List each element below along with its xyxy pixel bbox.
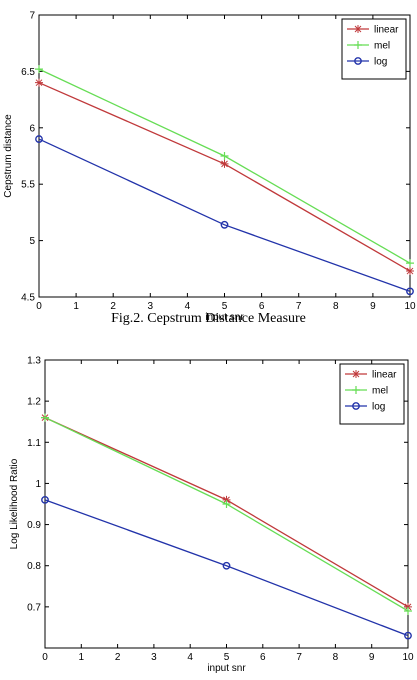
chart1-x-tick-label: 9	[370, 301, 376, 312]
chart1-legend-marker-log	[354, 57, 362, 65]
chart2-x-tick-label: 1	[79, 652, 85, 663]
chart2-x-tick-label: 2	[115, 652, 121, 663]
chart1-x-tick-label: 7	[296, 301, 302, 312]
chart1-data-point-mel	[35, 65, 43, 74]
chart1-legend-label-mel: mel	[374, 41, 390, 52]
chart2-data-point-mel	[222, 500, 231, 508]
chart2-y-tick-label: 1.1	[27, 438, 41, 449]
chart2-y-tick-label: 0.9	[27, 520, 41, 531]
chart2-data-point-log	[222, 561, 231, 570]
chart2-data-point-linear	[222, 495, 231, 504]
chart1-legend-label-linear: linear	[374, 25, 399, 36]
chart1-y-tick-label: 4.5	[21, 293, 35, 304]
chart1-x-axis-label: input snr	[205, 312, 244, 323]
chart1-data-point-mel	[220, 152, 229, 160]
chart2-x-tick-label: 7	[296, 652, 302, 663]
chart2-x-tick-label: 9	[369, 652, 375, 663]
chart2-y-tick-label: 0.7	[27, 602, 41, 613]
chart2-legend-label-mel: mel	[372, 386, 388, 397]
chart1-x-tick-label: 5	[222, 301, 228, 312]
chart1-data-point-linear	[220, 159, 229, 168]
chart2-series-line-log	[44, 499, 409, 637]
chart1-data-point-mel	[406, 259, 414, 268]
chart1-y-tick-label: 6.5	[21, 67, 35, 78]
chart1-data-point-log	[406, 287, 414, 296]
chart2-data-point-mel	[404, 606, 412, 615]
figure-caption: Fig.2. Cepstrum Distance Measure	[111, 311, 306, 326]
chart2-y-axis-label: Log Likelihood Ratio	[9, 458, 20, 549]
chart2-data-point-mel	[41, 413, 49, 422]
chart1-x-tick-label: 2	[110, 301, 116, 312]
chart1-y-tick-label: 6	[29, 123, 35, 134]
chart2-data-point-log	[41, 495, 49, 504]
chart1-data-point-log	[35, 135, 43, 143]
chart-log-likelihood-ratio: 0 1 2 3 4 5 6 7 8 9 10 0.7 0.8 0.9 1 1.1 1.2 1.3 input snr…	[9, 356, 414, 675]
chart1-series-line-log	[38, 138, 411, 292]
chart2-legend-label-linear: linear	[372, 370, 397, 381]
chart2-x-tick-label: 0	[42, 652, 48, 663]
chart2-x-tick-label: 3	[151, 652, 157, 663]
chart2-legend-marker-log	[352, 402, 360, 410]
chart2-y-tick-label: 1.2	[27, 397, 41, 408]
chart1-y-axis-label: Cepstrum distance	[3, 114, 14, 198]
chart2-data-point-linear	[404, 602, 412, 611]
chart2-data-point-log	[404, 631, 412, 640]
chart-cepstrum-distance: 0 1 2 3 4 5 6 7 8 9 10 4.5 5 5.5 6 6.5 7 input snr Cepstru…	[3, 11, 416, 324]
chart1-legend: linear mel log	[341, 18, 407, 80]
chart1-data-point-linear	[35, 78, 43, 87]
chart2-legend-marker-mel	[352, 386, 360, 394]
chart2-y-tick-label: 1.3	[27, 356, 41, 367]
chart2-y-tick-label: 0.8	[27, 561, 41, 572]
chart1-legend-marker-mel	[354, 41, 362, 49]
chart2-legend-marker-linear	[352, 370, 360, 378]
chart1-legend-marker-linear	[354, 25, 362, 33]
chart1-y-tick-label: 5.5	[21, 180, 35, 191]
chart1-x-tick-label: 6	[259, 301, 265, 312]
chart1-x-tick-label: 0	[36, 301, 42, 312]
chart1-x-tick-label: 8	[333, 301, 339, 312]
chart2-x-tick-label: 4	[187, 652, 193, 663]
chart2-y-tick-label: 1	[35, 479, 41, 490]
chart2-x-axis-label: input snr	[207, 663, 246, 674]
chart2-x-tick-label: 5	[224, 652, 230, 663]
chart1-y-tick-label: 5	[29, 236, 35, 247]
chart2-legend-label-log: log	[372, 402, 385, 413]
chart1-x-tick-label: 3	[148, 301, 154, 312]
chart1-data-point-linear	[406, 267, 414, 276]
chart2-x-tick-label: 6	[260, 652, 266, 663]
chart1-x-tick-label: 1	[73, 301, 79, 312]
chart1-data-point-log	[220, 220, 229, 229]
chart1-x-tick-label: 10	[404, 301, 416, 312]
chart1-y-tick-label: 7	[29, 11, 35, 22]
chart2-legend: linear mel log	[339, 363, 405, 425]
chart1-legend-label-log: log	[374, 57, 387, 68]
chart1-x-tick-label: 4	[185, 301, 191, 312]
chart2-x-tick-label: 10	[402, 652, 414, 663]
chart2-x-tick-label: 8	[333, 652, 339, 663]
